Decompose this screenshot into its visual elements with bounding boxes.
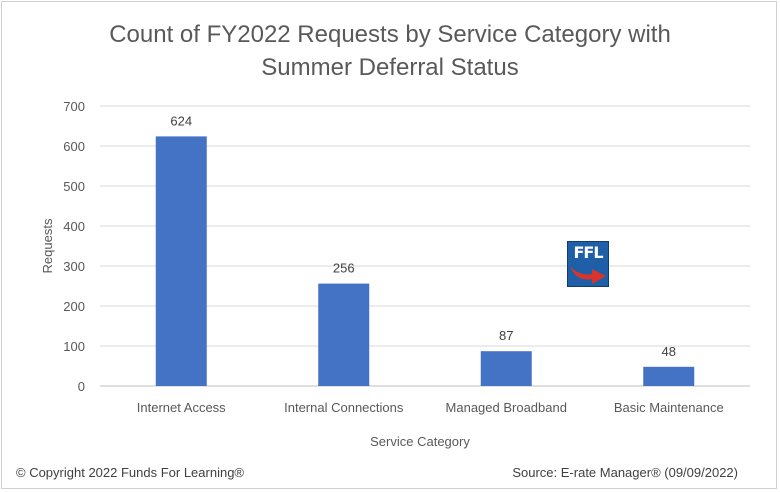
x-axis-label: Service Category xyxy=(370,434,470,449)
x-tick-label: Managed Broadband xyxy=(446,400,567,415)
ffl-logo: FFL xyxy=(567,241,609,287)
y-tick-label: 400 xyxy=(63,219,85,234)
bar xyxy=(480,351,532,386)
bars: 624 256 87 48 xyxy=(155,113,695,386)
copyright-text: © Copyright 2022 Funds For Learning® xyxy=(16,465,245,480)
y-tick-label: 200 xyxy=(63,299,85,314)
ffl-logo-text: FFL xyxy=(573,243,603,262)
y-tick-label: 100 xyxy=(63,339,85,354)
y-tick-label: 700 xyxy=(63,99,85,114)
x-tick-label: Basic Maintenance xyxy=(614,400,724,415)
chart-title-line-1: Count of FY2022 Requests by Service Cate… xyxy=(109,21,671,48)
x-axis-ticks: Internet Access Internal Connections Manag… xyxy=(137,400,724,415)
chart-title: Count of FY2022 Requests by Service Cate… xyxy=(0,18,780,84)
data-label: 624 xyxy=(170,113,192,128)
data-label: 48 xyxy=(662,344,676,359)
bar xyxy=(155,136,207,386)
y-axis-label: Requests xyxy=(40,218,55,273)
bar xyxy=(318,283,370,386)
x-tick-label: Internet Access xyxy=(137,400,226,415)
source-text: Source: E-rate Manager® (09/09/2022) xyxy=(512,465,738,480)
gridlines xyxy=(100,105,750,387)
bar xyxy=(643,366,695,386)
y-tick-label: 500 xyxy=(63,179,85,194)
red-arrow-icon xyxy=(570,266,606,284)
data-label: 87 xyxy=(499,328,513,343)
y-axis-ticks: 0 100 200 300 400 500 600 700 xyxy=(63,99,85,394)
data-label: 256 xyxy=(333,261,355,276)
x-tick-label: Internal Connections xyxy=(284,400,404,415)
y-tick-label: 0 xyxy=(78,379,85,394)
y-tick-label: 600 xyxy=(63,139,85,154)
y-tick-label: 300 xyxy=(63,259,85,274)
chart-title-line-2: Summer Deferral Status xyxy=(261,54,519,81)
